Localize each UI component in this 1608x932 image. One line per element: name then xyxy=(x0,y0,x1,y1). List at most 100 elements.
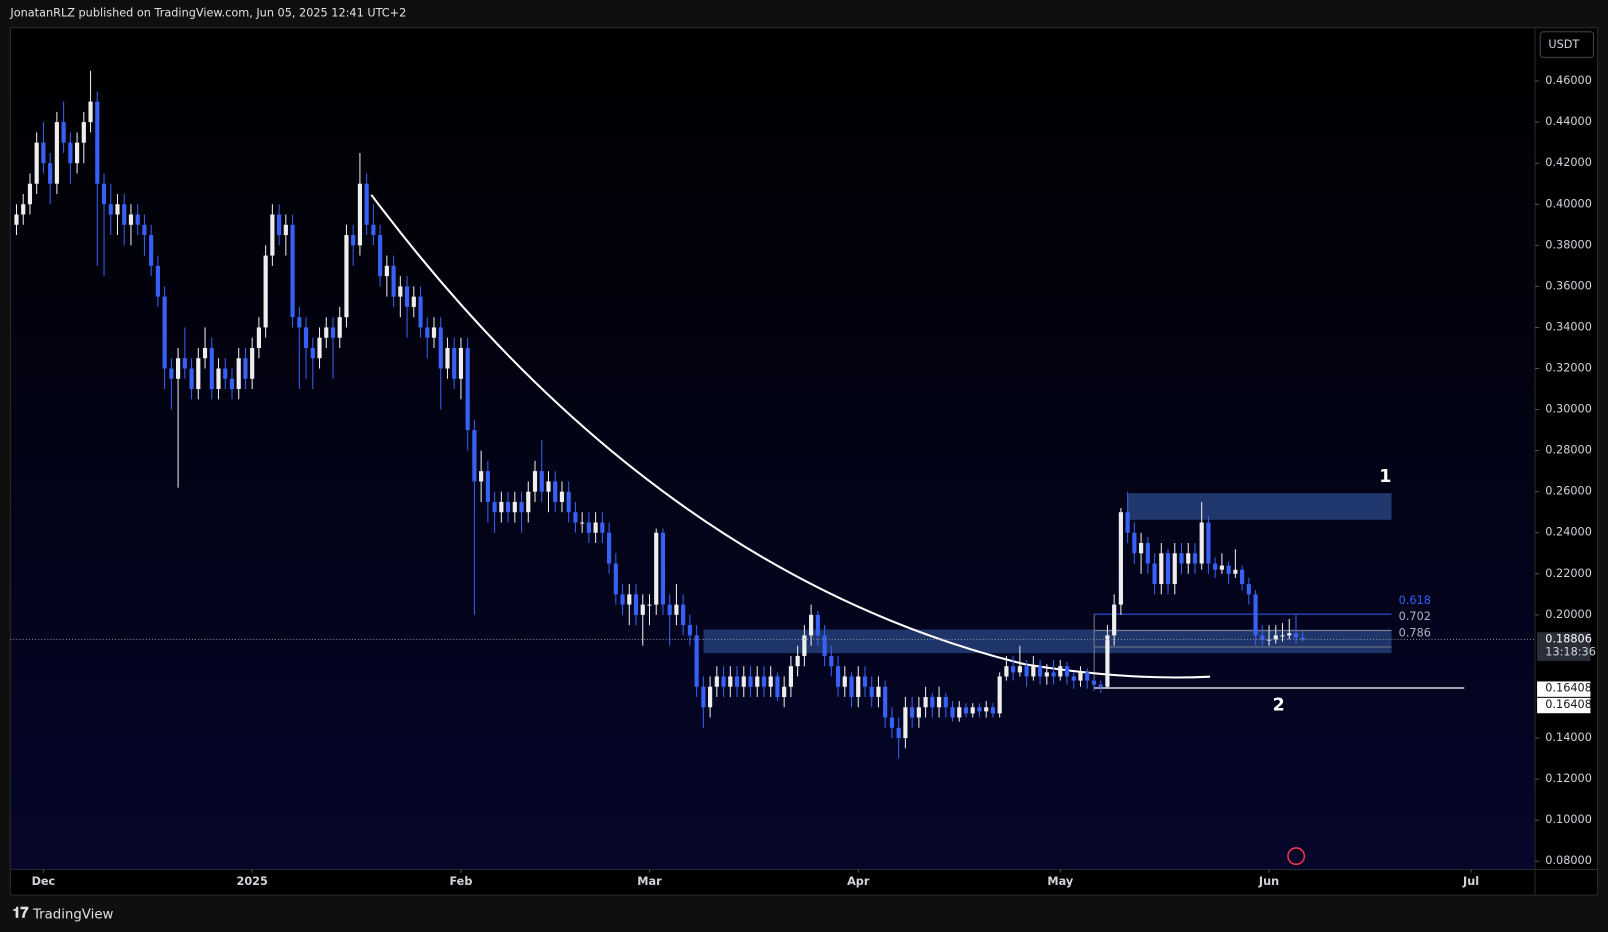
candle-body xyxy=(505,501,511,513)
candle-body xyxy=(660,532,666,605)
candle-body xyxy=(61,122,66,143)
candle-body xyxy=(21,204,26,215)
level-label: 0.16408 xyxy=(1545,698,1592,711)
candle-body xyxy=(1266,639,1272,641)
candle-body xyxy=(687,625,692,636)
candle-body xyxy=(492,501,497,513)
candle-body xyxy=(1071,676,1076,681)
candle-body xyxy=(155,265,160,297)
candle-body xyxy=(586,522,591,533)
candle-body xyxy=(101,183,107,205)
candle-body xyxy=(182,358,187,369)
candle-body xyxy=(1159,553,1164,585)
candle-body xyxy=(943,696,948,708)
fib-label: 0.618 xyxy=(1399,594,1431,607)
candle-body xyxy=(243,358,248,379)
candle-body xyxy=(1199,522,1204,564)
candle-body xyxy=(606,532,612,564)
candle-body xyxy=(1017,666,1022,673)
candle-body xyxy=(580,522,585,524)
candle-body xyxy=(1118,512,1123,605)
candle-body xyxy=(1260,635,1265,640)
candle-body xyxy=(546,481,551,492)
price-axis xyxy=(1535,27,1598,870)
candle-body xyxy=(142,224,147,236)
candle-body xyxy=(1240,569,1245,585)
candle-body xyxy=(856,676,861,697)
frame xyxy=(9,27,1599,896)
candle-body xyxy=(896,727,901,739)
candle-body xyxy=(674,604,679,615)
candle-body xyxy=(1192,553,1198,564)
candle-body xyxy=(337,317,342,338)
candle-body xyxy=(728,676,733,687)
candle-body xyxy=(748,676,753,687)
candle-body xyxy=(1064,666,1070,677)
candle-body xyxy=(1280,635,1285,637)
candle-body xyxy=(189,368,194,390)
candle-body xyxy=(869,686,874,697)
candle-body xyxy=(1293,633,1299,638)
candle-body xyxy=(108,204,113,215)
candle-body xyxy=(950,707,955,718)
candle-body xyxy=(620,594,625,605)
candle-body xyxy=(1051,672,1056,677)
candle-body xyxy=(526,491,531,513)
candle-body xyxy=(458,347,464,379)
candle-body xyxy=(452,347,457,379)
x-tick-label: Jun xyxy=(1258,875,1279,888)
candle-body xyxy=(297,317,302,328)
candle-body xyxy=(472,430,477,482)
fib-label: 0.702 xyxy=(1399,610,1431,623)
candle-body xyxy=(957,707,962,718)
candle-body xyxy=(479,471,484,482)
brand-logo: 𝟏𝟕 xyxy=(12,906,28,922)
candle-body xyxy=(1004,666,1009,677)
countdown-label: 13:18:36 xyxy=(1545,646,1596,659)
x-tick-label: 2025 xyxy=(236,875,268,888)
candle-body xyxy=(640,604,645,615)
candle-body xyxy=(196,358,201,390)
candle-body xyxy=(1165,553,1171,585)
candle-body xyxy=(283,224,288,236)
y-tick-label: 0.30000 xyxy=(1545,403,1592,416)
time-axis xyxy=(10,869,1598,896)
candle-body xyxy=(431,327,437,338)
header: JonatanRLZ published on TradingView.com,… xyxy=(9,6,406,19)
candle-body xyxy=(1172,553,1177,585)
candle-body xyxy=(667,604,672,615)
candle-body xyxy=(1112,604,1117,636)
candle-body xyxy=(815,614,820,636)
candle-body xyxy=(351,235,356,246)
y-tick-label: 0.42000 xyxy=(1545,156,1592,169)
candle-body xyxy=(216,368,221,390)
candle-body xyxy=(41,142,46,164)
candle-body xyxy=(27,183,33,205)
plot-area xyxy=(10,27,1536,870)
candle-body xyxy=(209,347,214,390)
candle-body xyxy=(1287,633,1292,636)
candle-body xyxy=(1300,637,1305,640)
candle-body xyxy=(1024,666,1029,677)
candle-body xyxy=(809,614,814,636)
alert-icon[interactable] xyxy=(1287,847,1306,866)
brand: TradingView xyxy=(32,908,114,923)
currency: USDT xyxy=(1548,38,1579,51)
candle-body xyxy=(775,676,780,697)
currency-box[interactable] xyxy=(1539,31,1594,58)
candle-body xyxy=(95,101,100,184)
y-tick-label: 0.40000 xyxy=(1545,197,1592,210)
candle-body xyxy=(741,676,746,687)
candle-body xyxy=(176,358,181,379)
candle-body xyxy=(647,604,652,606)
candle-body xyxy=(88,101,93,123)
candle-body xyxy=(1058,666,1063,677)
candle-body xyxy=(593,522,598,533)
candle-body xyxy=(277,214,282,236)
candle-body xyxy=(330,327,336,338)
candle-body xyxy=(250,347,255,379)
candle-body xyxy=(1044,672,1049,677)
candle-body xyxy=(714,676,719,687)
candle-body xyxy=(128,214,134,225)
